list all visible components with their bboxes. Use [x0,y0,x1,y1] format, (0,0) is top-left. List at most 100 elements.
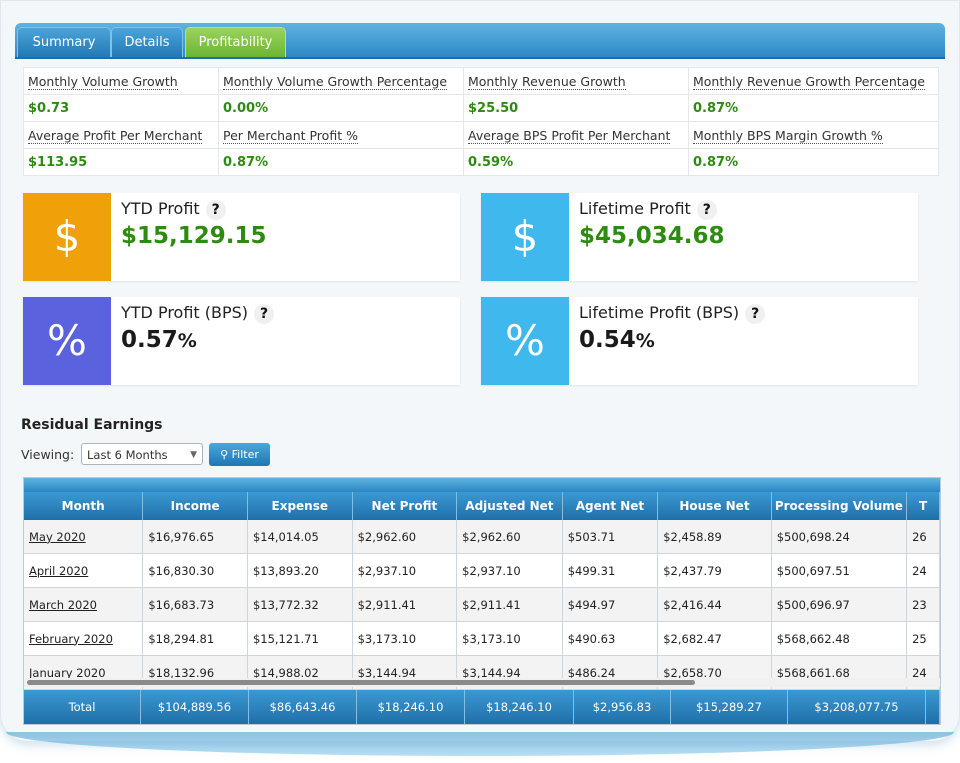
lifetime-profit-card: $ Lifetime Profit? $45,034.68 [481,193,918,281]
table-cell: $568,662.48 [771,621,908,656]
metric-value: $113.95 [23,148,219,176]
month-link[interactable]: January 2020 [29,665,106,680]
percent-icon: % [481,297,569,385]
card-value: $45,034.68 [579,223,725,249]
lifetime-profit-bps-card: % Lifetime Profit (BPS)? 0.54% [481,297,918,385]
table-row: May 2020 $16,976.65 $14,014.05 $2,962.60… [24,520,940,554]
metric-value: 0.00% [218,94,464,122]
table-cell[interactable]: March 2020 [24,587,144,622]
card-title: YTD Profit (BPS)? [121,303,275,324]
table-cell: 25 [906,621,940,656]
table-cell: $3,173.10 [456,621,563,656]
residual-grid: Month Income Expense Net Profit Adjusted… [24,492,940,690]
percent-icon: % [23,297,111,385]
tab-profitability[interactable]: Profitability [185,27,286,57]
help-icon[interactable]: ? [696,200,717,220]
table-cell: $15,121.71 [247,621,353,656]
total-cell: $104,889.56 [141,690,249,724]
table-cell: $16,976.65 [142,520,248,554]
month-link[interactable]: February 2020 [29,631,113,646]
total-cell: $3,208,077.75 [788,690,926,724]
total-cell: Total [24,690,141,724]
column-header[interactable]: Expense [247,492,353,520]
table-cell: $2,937.10 [456,553,563,588]
metric-value: $0.73 [23,94,219,122]
table-cell: $494.97 [562,587,659,622]
column-header[interactable]: House Net [657,492,772,520]
table-cell: $13,772.32 [247,587,353,622]
column-header[interactable]: Processing Volume [771,492,908,520]
month-link[interactable]: May 2020 [29,529,86,544]
bottom-shadow [6,732,954,756]
card-value: $15,129.15 [121,223,267,249]
help-icon[interactable]: ? [254,304,275,324]
total-cell [926,690,940,724]
total-cell: $2,956.83 [574,690,671,724]
column-header[interactable]: Adjusted Net [456,492,563,520]
column-header[interactable]: Agent Net [562,492,659,520]
table-cell[interactable]: May 2020 [24,520,144,554]
ytd-profit-card: $ YTD Profit? $15,129.15 [23,193,460,281]
table-cell: $3,173.10 [352,621,458,656]
column-header[interactable]: Net Profit [352,492,458,520]
metric-value: 0.87% [688,94,939,122]
table-cell: $2,937.10 [352,553,458,588]
tab-details[interactable]: Details [111,27,183,57]
scrollbar-thumb[interactable] [27,680,695,685]
table-cell: $490.63 [562,621,659,656]
total-cell: $15,289.27 [671,690,788,724]
month-link[interactable]: April 2020 [29,563,89,578]
card-title: YTD Profit? [121,199,226,220]
table-cell: $2,458.89 [657,520,772,554]
column-header[interactable]: Income [142,492,248,520]
column-header[interactable]: T [906,492,940,520]
column-header[interactable]: Month [24,492,144,520]
metric-value: 0.87% [218,148,464,176]
table-cell: $2,416.44 [657,587,772,622]
table-cell: $2,911.41 [352,587,458,622]
table-cell: $499.31 [562,553,659,588]
table-cell[interactable]: April 2020 [24,553,144,588]
horizontal-scrollbar[interactable] [24,678,940,687]
tab-summary[interactable]: Summary [17,27,111,57]
metric-label: Average Profit Per Merchant [23,121,219,149]
metric-label: Monthly Revenue Growth [463,67,689,95]
dollar-icon: $ [23,193,111,281]
table-cell: 23 [906,587,940,622]
table-row: April 2020 $16,830.30 $13,893.20 $2,937.… [24,553,940,588]
metric-label: Monthly Volume Growth [23,67,219,95]
table-row: February 2020 $18,294.81 $15,121.71 $3,1… [24,621,940,656]
month-link[interactable]: March 2020 [29,597,97,612]
metric-label: Monthly Volume Growth Percentage [218,67,464,95]
table-cell: $2,911.41 [456,587,563,622]
card-value: 0.57% [121,327,197,353]
residual-table: Month Income Expense Net Profit Adjusted… [23,477,941,725]
table-cell: $500,696.97 [771,587,908,622]
chevron-down-icon: ▼ [190,450,197,460]
table-cell: $16,830.30 [142,553,248,588]
table-cell: $14,014.05 [247,520,353,554]
card-title: Lifetime Profit (BPS)? [579,303,766,324]
metrics-table: Monthly Volume Growth Monthly Volume Gro… [23,67,939,176]
table-cell: $2,682.47 [657,621,772,656]
table-cell: $2,962.60 [456,520,563,554]
table-cell: $13,893.20 [247,553,353,588]
profitability-panel: Summary Details Profitability Monthly Vo… [0,0,960,742]
table-cell[interactable]: February 2020 [24,621,144,656]
period-select[interactable]: Last 6 Months ▼ [81,443,203,465]
help-icon[interactable]: ? [205,200,226,220]
help-icon[interactable]: ? [745,304,766,324]
table-cell: $2,962.60 [352,520,458,554]
viewing-label: Viewing: [21,447,75,462]
card-value: 0.54% [579,327,655,353]
table-cell: $500,698.24 [771,520,908,554]
table-row: March 2020 $16,683.73 $13,772.32 $2,911.… [24,587,940,622]
table-cell: 24 [906,553,940,588]
metric-value: 0.59% [463,148,689,176]
section-title: Residual Earnings [21,417,163,433]
totals-row: Total $104,889.56 $86,643.46 $18,246.10 … [24,690,940,724]
table-topbar [24,478,940,492]
filter-button[interactable]: ⚲ Filter [209,443,270,466]
tab-bar: Summary Details Profitability [15,23,945,59]
table-cell: $500,697.51 [771,553,908,588]
